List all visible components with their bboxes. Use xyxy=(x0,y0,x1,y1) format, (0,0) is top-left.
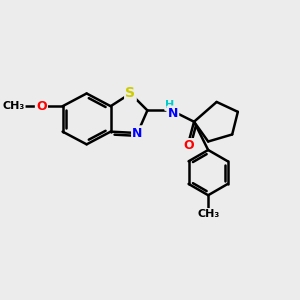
Text: O: O xyxy=(36,100,47,113)
Text: CH₃: CH₃ xyxy=(197,209,219,219)
Text: N: N xyxy=(168,107,178,120)
Text: H: H xyxy=(165,100,175,110)
Text: S: S xyxy=(125,86,135,100)
Text: O: O xyxy=(183,139,194,152)
Text: N: N xyxy=(132,127,143,140)
Text: CH₃: CH₃ xyxy=(2,101,24,111)
